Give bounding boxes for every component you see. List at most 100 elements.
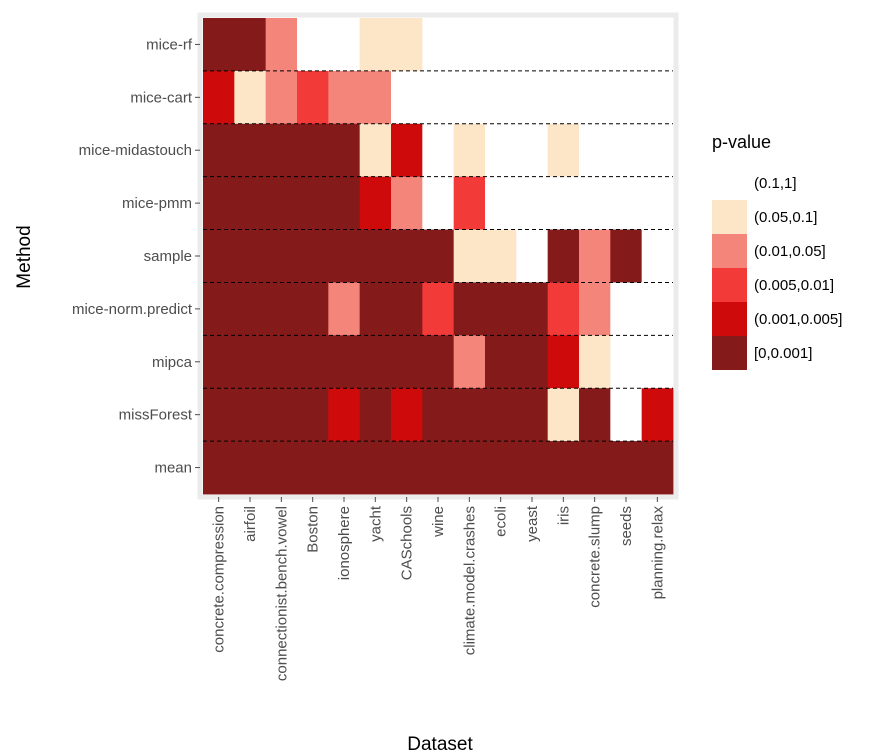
heatmap-cell [203,123,235,178]
heatmap-cell [453,70,486,125]
heatmap-cell [422,229,455,283]
legend: p-value (0.1,1] (0.05,0.1] (0.01,0.05] (0.0… [712,132,842,370]
heatmap-cell [610,123,643,178]
legend-label: (0.005,0.01] [754,277,834,294]
heatmap-cell [328,335,361,389]
heatmap-cell [265,282,298,336]
y-tick-label: mice-midastouch [79,142,192,159]
y-axis-title: Method [14,225,35,288]
heatmap-cell [453,441,486,495]
x-tick-label: connectionist.bench.vowel [273,506,290,681]
heatmap-cell [547,18,580,72]
heatmap-cell [579,388,611,442]
heatmap-cell [265,441,298,495]
heatmap-cell [516,18,549,72]
heatmap-cell [547,123,580,178]
heatmap-cell [265,229,298,283]
heatmap-cell [641,18,674,72]
heatmap-cell [234,388,267,442]
heatmap-cell [547,70,580,125]
heatmap-cell [297,123,329,178]
y-tick-label: mice-rf [146,36,193,53]
legend-title: p-value [712,132,771,152]
heatmap-cell [579,441,611,495]
y-tick-label: mice-pmm [122,195,192,212]
heatmap-cell [203,441,235,495]
heatmap-cell [328,123,361,178]
heatmap-cell [422,18,455,72]
heatmap-cell [328,70,361,125]
heatmap-cell [203,335,235,389]
heatmap-cell [485,441,517,495]
heatmap-cell [610,441,643,495]
heatmap-cell [485,70,517,125]
x-axis-title: Dataset [407,734,473,755]
legend-label: (0.1,1] [754,175,797,192]
heatmap-cell [453,176,486,230]
heatmap-cell [453,388,486,442]
x-tick-label: planning.relax [649,506,666,600]
heatmap-cell [328,388,361,442]
heatmap-cell [203,388,235,442]
heatmap-cell [641,282,674,336]
heatmap-cell [359,388,392,442]
heatmap-cell [547,282,580,336]
y-tick-label: sample [144,248,192,265]
heatmap-cell [641,229,674,283]
x-tick-label: yeast [524,505,541,542]
heatmap-cell [328,18,361,72]
y-tick-label: mice-cart [130,89,193,106]
heatmap-cell [610,388,643,442]
heatmap-cell [297,229,329,283]
heatmap-cell [610,282,643,336]
heatmap-cell [610,70,643,125]
heatmap-cell [641,335,674,389]
y-tick-label: missForest [119,407,193,424]
heatmap-cell [297,335,329,389]
heatmap-cell [422,176,455,230]
heatmap-cell [485,123,517,178]
heatmap-cell [297,441,329,495]
x-tick-label: climate.model.crashes [461,506,478,655]
heatmap-cell [234,70,267,125]
heatmap-cell [203,176,235,230]
heatmap-cell [359,70,392,125]
heatmap-cell [516,176,549,230]
legend-key [712,268,747,302]
heatmap-cell [391,441,423,495]
heatmap-cell [516,388,549,442]
heatmap-cell [579,18,611,72]
x-tick-label: Boston [305,506,322,553]
heatmap-cell [328,441,361,495]
heatmap-cell [453,335,486,389]
heatmap-cell [203,70,235,125]
legend-label: (0.01,0.05] [754,243,826,260]
heatmap-cell [485,18,517,72]
heatmap-cell [579,176,611,230]
heatmap-cell [422,335,455,389]
y-tick-labels: mice-rf mice-cart mice-midastouch mice-pmm s… [72,36,200,477]
heatmap-cell [297,18,329,72]
legend-key [712,200,747,234]
heatmap-cell [516,123,549,178]
legend-key [712,302,747,336]
heatmap-cell [297,282,329,336]
heatmap-cell [422,441,455,495]
heatmap-cell [391,335,423,389]
heatmap-cell [485,282,517,336]
heatmap-cell [265,388,298,442]
y-tick-label: mipca [152,354,193,371]
heatmap-cell [641,123,674,178]
heatmap-cell [297,388,329,442]
x-tick-label: seeds [618,506,635,546]
heatmap-cell [453,282,486,336]
heatmap-cell [265,335,298,389]
heatmap-cell [391,388,423,442]
heatmap-cell [203,282,235,336]
heatmap-cell [359,441,392,495]
heatmap-cell [328,282,361,336]
x-tick-label: iris [555,506,572,525]
heatmap-cell [391,229,423,283]
heatmap-cell [422,70,455,125]
